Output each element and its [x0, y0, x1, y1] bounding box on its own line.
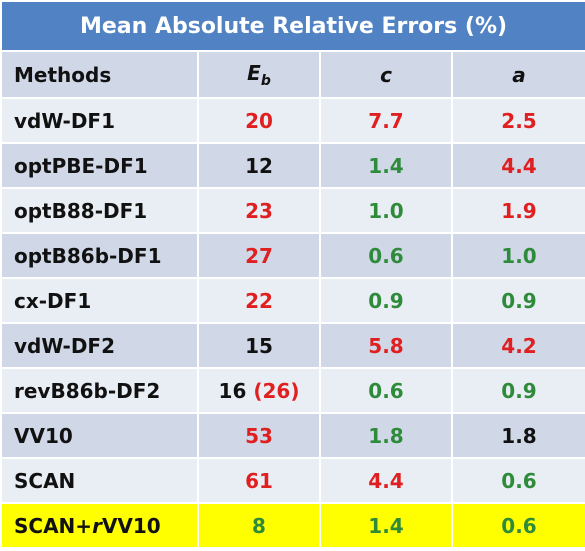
eb-value: 16 — [218, 378, 247, 403]
a-value: 0.6 — [453, 504, 585, 549]
table-row: optB88-DF1 23 1.0 1.9 — [2, 189, 585, 234]
eb-cell: 61 — [199, 459, 321, 504]
column-header-eb-sub: b — [260, 72, 271, 89]
method-cell: SCAN — [2, 459, 199, 504]
c-value: 5.8 — [321, 324, 453, 369]
a-value: 0.6 — [453, 459, 585, 504]
column-header-eb-main: E — [247, 60, 261, 85]
eb-cell: 22 — [199, 279, 321, 324]
method-cell: optB86b-DF1 — [2, 234, 199, 279]
table-row: optB86b-DF1 27 0.6 1.0 — [2, 234, 585, 279]
method-cell: SCAN+rVV10 — [2, 504, 199, 549]
c-value: 1.4 — [321, 144, 453, 189]
eb-value: 53 — [245, 423, 273, 448]
header-row: Methods Eb c a — [2, 52, 585, 99]
table-row: SCAN 61 4.4 0.6 — [2, 459, 585, 504]
eb-cell: 27 — [199, 234, 321, 279]
method-cell: cx-DF1 — [2, 279, 199, 324]
column-header-methods: Methods — [2, 52, 199, 99]
eb-value: 61 — [245, 468, 273, 493]
method-cell: revB86b-DF2 — [2, 369, 199, 414]
table-row: cx-DF1 22 0.9 0.9 — [2, 279, 585, 324]
column-header-c: c — [321, 52, 453, 99]
eb-value: 20 — [245, 108, 273, 133]
eb-value: 12 — [245, 153, 273, 178]
eb-cell: 23 — [199, 189, 321, 234]
eb-value: 8 — [252, 513, 266, 538]
method-cell: VV10 — [2, 414, 199, 459]
eb-cell: 53 — [199, 414, 321, 459]
method-cell: vdW-DF2 — [2, 324, 199, 369]
eb-cell: 15 — [199, 324, 321, 369]
c-value: 1.8 — [321, 414, 453, 459]
c-value: 0.6 — [321, 234, 453, 279]
column-header-a: a — [453, 52, 585, 99]
method-prefix: SCAN+ — [14, 513, 93, 538]
c-value: 4.4 — [321, 459, 453, 504]
table-row: vdW-DF2 15 5.8 4.2 — [2, 324, 585, 369]
a-value: 0.9 — [453, 369, 585, 414]
eb-cell: 12 — [199, 144, 321, 189]
c-value: 0.6 — [321, 369, 453, 414]
a-value: 4.2 — [453, 324, 585, 369]
eb-cell: 16 (26) — [199, 369, 321, 414]
a-value: 1.8 — [453, 414, 585, 459]
eb-value: 15 — [245, 333, 273, 358]
method-cell: vdW-DF1 — [2, 99, 199, 144]
method-suffix: VV10 — [101, 513, 161, 538]
eb-value: 23 — [245, 198, 273, 223]
table-row: revB86b-DF2 16 (26) 0.6 0.9 — [2, 369, 585, 414]
c-value: 1.0 — [321, 189, 453, 234]
method-cell: optPBE-DF1 — [2, 144, 199, 189]
table-row: optPBE-DF1 12 1.4 4.4 — [2, 144, 585, 189]
eb-value: 27 — [245, 243, 273, 268]
eb-cell: 8 — [199, 504, 321, 549]
table-row: vdW-DF1 20 7.7 2.5 — [2, 99, 585, 144]
eb-value: 22 — [245, 288, 273, 313]
eb-extra-value: (26) — [253, 378, 300, 403]
a-value: 2.5 — [453, 99, 585, 144]
a-value: 0.9 — [453, 279, 585, 324]
method-cell: optB88-DF1 — [2, 189, 199, 234]
c-value: 0.9 — [321, 279, 453, 324]
a-value: 4.4 — [453, 144, 585, 189]
c-value: 1.4 — [321, 504, 453, 549]
table-body: Methods Eb c a vdW-DF1 20 7.7 2.5 optPBE-DF1… — [2, 52, 585, 549]
table-row: VV10 53 1.8 1.8 — [2, 414, 585, 459]
c-value: 7.7 — [321, 99, 453, 144]
column-header-eb: Eb — [199, 52, 321, 99]
table-title: Mean Absolute Relative Errors (%) — [2, 2, 585, 52]
a-value: 1.9 — [453, 189, 585, 234]
eb-cell: 20 — [199, 99, 321, 144]
method-italic: r — [92, 513, 102, 538]
table-row: SCAN+rVV10 8 1.4 0.6 — [2, 504, 585, 549]
a-value: 1.0 — [453, 234, 585, 279]
